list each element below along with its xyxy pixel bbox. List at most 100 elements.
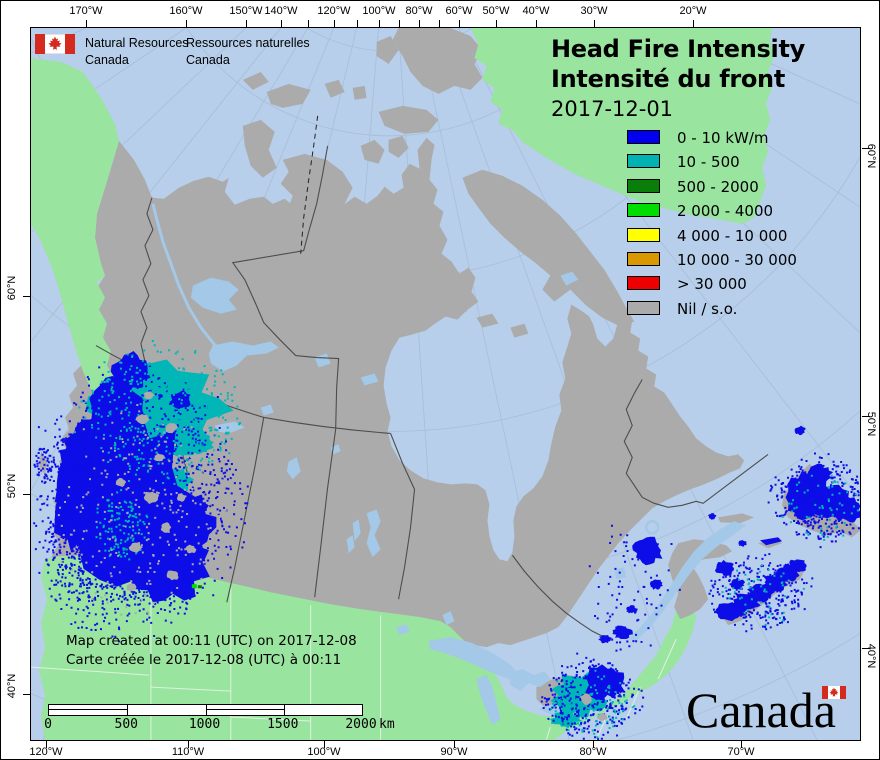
graticule-tick-top <box>379 20 380 28</box>
legend-swatch <box>627 252 660 266</box>
graticule-label-bottom: 90°W <box>440 746 468 758</box>
graticule-label-top: 20°W <box>679 5 707 17</box>
graticule-tick-bottom <box>188 741 189 748</box>
graticule-label-top: 100°W <box>362 5 396 17</box>
graticule-tick-right <box>862 148 870 149</box>
dept-name-en: Natural Resources Canada <box>85 35 189 69</box>
canada-wordmark: Canada <box>686 682 860 740</box>
scale-bar-unit: km <box>379 717 395 732</box>
scale-bar-tick-label: 1500 <box>267 717 299 732</box>
map-title-block: Head Fire Intensity Intensité du front 2… <box>551 34 805 124</box>
graticule-tick-top <box>281 20 282 28</box>
graticule-tick-top <box>439 20 440 28</box>
scale-bar-divider <box>283 705 285 715</box>
map-date: 2017-12-01 <box>551 97 674 121</box>
dept-name-fr: Ressources naturelles Canada <box>186 35 310 69</box>
legend-swatch <box>627 227 660 242</box>
creation-notes: Map created at 00:11 (UTC) on 2017-12-08… <box>66 632 357 670</box>
canada-fire-map <box>31 28 860 740</box>
graticule-tick-top <box>459 20 460 28</box>
graticule-tick-bottom <box>741 741 742 748</box>
graticule-label-top: 60°W <box>445 5 473 17</box>
graticule-label-left: 50°N <box>6 473 18 499</box>
graticule-tick-top <box>693 20 694 28</box>
graticule-tick-right <box>862 648 870 649</box>
scale-bar-segment <box>284 705 362 715</box>
scale-bar-segment <box>127 705 205 715</box>
graticule-label-right: 60°N <box>865 143 877 169</box>
graticule-label-bottom: 100°W <box>307 746 341 758</box>
creation-note-en: Map created at 00:11 (UTC) on 2017-12-08 <box>66 633 357 649</box>
legend-swatch <box>627 130 660 144</box>
legend-label: 10 - 500 <box>677 153 740 172</box>
graticule-label-top: 120°W <box>317 5 351 17</box>
legend-label: 4 000 - 10 000 <box>677 226 788 245</box>
maple-leaf-icon <box>48 36 62 50</box>
scale-bar-segment <box>49 705 128 715</box>
graticule-label-top: 50°W <box>482 5 510 17</box>
scale-bar <box>48 704 363 716</box>
wordmark-flag-icon <box>822 686 846 699</box>
wordmark-text: Canada <box>686 682 836 738</box>
graticule-tick-top <box>86 20 87 28</box>
graticule-label-bottom: 70°W <box>727 746 755 758</box>
creation-note-fr: Carte créée le 2017-12-08 (UTC) à 00:11 <box>66 652 342 668</box>
legend-label: 2 000 - 4000 <box>677 202 774 221</box>
legend-label: 10 000 - 30 000 <box>677 251 797 269</box>
legend-label: 500 - 2000 <box>677 177 759 196</box>
graticule-tick-left <box>23 494 31 495</box>
graticule-tick-top <box>308 20 309 28</box>
graticule-tick-top <box>399 20 400 28</box>
legend-label: 0 - 10 kW/m <box>677 129 769 147</box>
graticule-tick-top <box>246 20 247 28</box>
map-title-en: Head Fire Intensity <box>551 35 805 63</box>
dept-fr-line1: Ressources naturelles <box>186 36 310 50</box>
legend-swatch <box>627 154 660 169</box>
graticule-label-left: 60°N <box>6 275 18 301</box>
graticule-label-bottom: 80°W <box>579 746 607 758</box>
graticule-label-right: 40°N <box>865 643 877 669</box>
legend-swatch <box>627 276 660 291</box>
graticule-label-top: 170°W <box>69 5 103 17</box>
graticule-tick-left <box>23 296 31 297</box>
graticule-label-bottom: 120°W <box>29 746 63 758</box>
scale-bar-labels: 0 500 1000 1500 2000 km <box>44 717 408 732</box>
legend-label: > 30 000 <box>677 275 747 294</box>
dept-fr-line2: Canada <box>186 53 230 67</box>
map-canvas: Natural Resources Canada Ressources natu… <box>30 27 861 741</box>
graticule-tick-top <box>536 20 537 28</box>
scale-bar-divider <box>127 705 129 715</box>
graticule-label-top: 30°W <box>580 5 608 17</box>
graticule-tick-top <box>594 20 595 28</box>
graticule-label-bottom: 110°W <box>171 746 205 758</box>
graticule-tick-top <box>419 20 420 28</box>
scale-bar-divider <box>205 705 207 715</box>
graticule-tick-top <box>496 20 497 28</box>
scale-bar-tick-label: 500 <box>114 717 138 732</box>
scale-bar-tick-label: 1000 <box>188 717 221 732</box>
graticule-label-left: 40°N <box>6 673 18 699</box>
legend-swatch <box>627 300 660 315</box>
graticule-tick-right <box>862 416 870 417</box>
legend-swatch <box>627 178 660 193</box>
graticule-label-top: 80°W <box>405 5 433 17</box>
map-title-fr: Intensité du front <box>551 65 786 93</box>
graticule-label-top: 160°W <box>169 5 203 17</box>
graticule-tick-bottom <box>454 741 455 748</box>
graticule-label-top: 40°W <box>522 5 550 17</box>
legend-swatch <box>627 203 660 218</box>
graticule-label-top: 150°W <box>229 5 263 17</box>
graticule-tick-bottom <box>593 741 594 748</box>
scale-bar-segment <box>205 705 285 715</box>
graticule-tick-top <box>334 20 335 28</box>
scale-bar-tick-label: 2000 <box>345 717 377 732</box>
graticule-label-top: 140°W <box>264 5 298 17</box>
graticule-tick-left <box>23 694 31 695</box>
graticule-label-right: 50°N <box>865 411 877 437</box>
graticule-tick-bottom <box>324 741 325 748</box>
graticule-tick-top <box>357 20 358 28</box>
legend-label: Nil / s.o. <box>677 299 738 318</box>
canada-flag-icon <box>35 34 75 54</box>
graticule-tick-top <box>186 20 187 28</box>
